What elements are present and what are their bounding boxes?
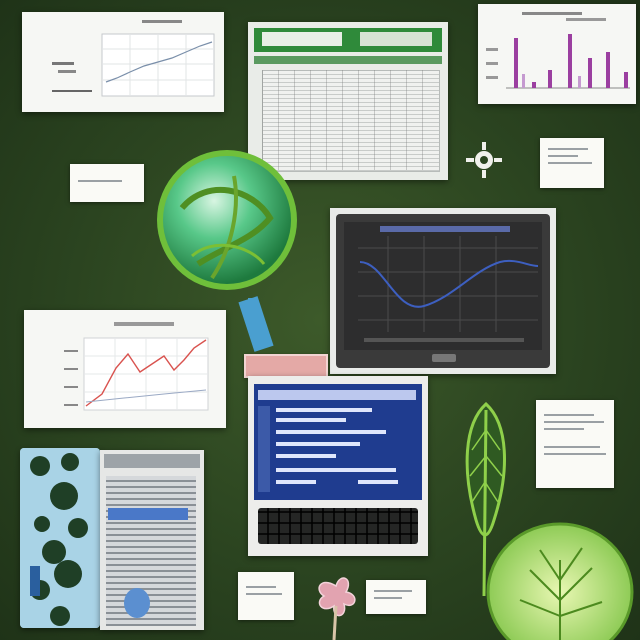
series-line: [105, 41, 213, 83]
note-card-left: [70, 164, 144, 202]
bar: [548, 70, 552, 88]
note-card-right: [540, 138, 604, 188]
note-card-bottom-right: [366, 580, 426, 614]
note-sheet-right: [536, 400, 614, 488]
keyboard-icon: [258, 508, 418, 544]
leaf-icon: [465, 401, 506, 597]
bar: [514, 38, 518, 88]
blue-screen: [254, 384, 422, 500]
flower-icon: [318, 577, 356, 640]
spreadsheet-monitor: [248, 22, 448, 180]
bar-chart-top-right: [486, 12, 630, 89]
line-chart-top-left: [52, 20, 215, 97]
pink-tag: [244, 354, 328, 378]
line-chart-mid-left: [64, 322, 209, 411]
tablet-wave-chart: [330, 208, 556, 374]
laptop-blue-screen: [248, 376, 428, 556]
bar: [606, 52, 610, 88]
line-chart-sheet-top-left: [22, 12, 224, 112]
bar: [568, 34, 572, 88]
spreadsheet-toolbar: [262, 32, 342, 46]
series-line: [359, 259, 539, 308]
island-map: [20, 448, 100, 628]
series-line: [85, 339, 207, 407]
spreadsheet-grid: [262, 70, 440, 172]
globe-icon: [157, 150, 297, 308]
bar: [588, 58, 592, 88]
server-tower: [100, 450, 204, 630]
note-card-bottom-left: [238, 572, 294, 620]
bar: [624, 72, 628, 88]
tree-disc-icon: [486, 522, 634, 640]
island-panel: [20, 448, 100, 628]
bar-chart-sheet-top-right: [478, 4, 636, 104]
bar: [522, 74, 525, 88]
line-chart-sheet-mid-left: [24, 310, 226, 428]
wave-line-chart: [344, 222, 542, 350]
gear-icon: [466, 142, 502, 178]
bar: [532, 82, 536, 88]
bar: [578, 76, 581, 88]
